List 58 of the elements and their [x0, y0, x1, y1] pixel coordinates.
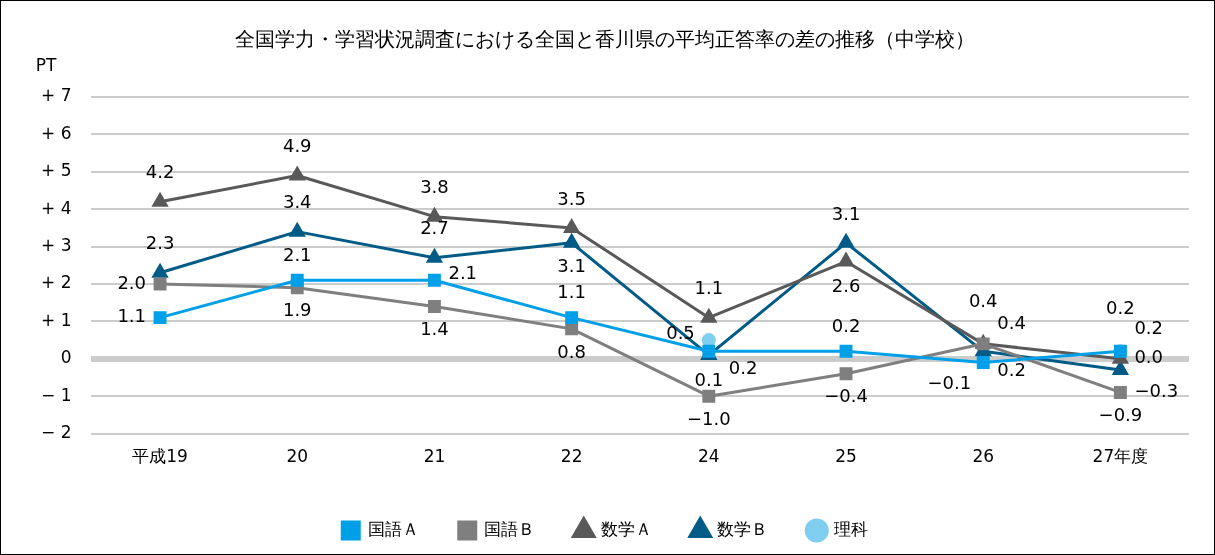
y-tick-label: + 5	[41, 160, 72, 181]
legend-label: 国語Ｂ	[484, 518, 536, 539]
data-label: 0.2	[1134, 316, 1164, 338]
data-label: 0.2	[1106, 296, 1135, 318]
data-label: 0.1	[694, 368, 724, 390]
data-label: 3.1	[831, 202, 861, 224]
data-label: 3.5	[557, 187, 586, 209]
data-label: 2.0	[117, 271, 147, 293]
x-tick-label: 26	[972, 446, 995, 467]
legend-label: 数学Ａ	[600, 518, 652, 539]
y-tick-label: 0	[60, 347, 72, 368]
data-label: 1.4	[420, 318, 449, 340]
legend-label: 理科	[833, 518, 868, 539]
data-label: 0.2	[997, 358, 1026, 380]
x-tick-label: 21	[423, 446, 446, 467]
data-label: −0.4	[824, 385, 868, 407]
data-label: −0.1	[927, 372, 972, 394]
data-label: 0.8	[557, 340, 586, 362]
y-tick-label: + 1	[41, 309, 72, 330]
data-label: 0.4	[968, 289, 998, 311]
data-label: −0.3	[1134, 379, 1179, 401]
data-label: 2.3	[145, 232, 175, 254]
data-label: −1.0	[686, 407, 731, 429]
data-label: 1.1	[557, 281, 586, 303]
x-tick-label: 22	[560, 446, 583, 467]
x-tick-label: 20	[286, 446, 309, 467]
data-label: 0.2	[728, 356, 758, 378]
data-label: 0.0	[1134, 346, 1164, 368]
x-tick-label: 27年度	[1092, 446, 1149, 467]
data-label: 1.1	[694, 277, 724, 299]
data-label: 3.8	[420, 176, 449, 198]
data-label: 3.4	[282, 191, 312, 213]
y-tick-label: + 3	[41, 235, 72, 256]
data-label: 1.1	[117, 305, 147, 327]
y-tick-label: − 1	[41, 384, 72, 405]
y-tick-label: + 2	[41, 272, 72, 293]
data-label: 3.1	[557, 254, 586, 276]
legend-label: 国語Ａ	[367, 518, 419, 539]
chart-title: 全国学力・学習状況調査における全国と香川県の平均正答率の差の推移（中学校）	[235, 27, 975, 52]
data-label: 0.4	[997, 311, 1026, 333]
data-label: 0.2	[831, 314, 861, 336]
x-tick-label: 25	[835, 446, 857, 467]
x-tick-label: 24	[698, 446, 720, 467]
data-label: −0.9	[1098, 404, 1143, 426]
data-label: 1.9	[282, 299, 312, 321]
x-tick-label: 平成19	[132, 446, 188, 467]
legend-label: 数学Ｂ	[717, 518, 769, 539]
data-label: 2.1	[448, 261, 478, 283]
data-label: 2.6	[831, 275, 861, 297]
data-label: 2.7	[420, 217, 449, 239]
y-tick-label: − 2	[41, 422, 72, 443]
y-tick-label: + 7	[41, 85, 72, 106]
data-label: 4.2	[145, 161, 175, 183]
data-label: 4.9	[282, 135, 312, 157]
y-tick-label: + 4	[41, 197, 72, 218]
y-tick-label: + 6	[41, 122, 72, 143]
y-axis-title: PT	[35, 55, 57, 76]
data-label: 2.1	[282, 243, 312, 265]
